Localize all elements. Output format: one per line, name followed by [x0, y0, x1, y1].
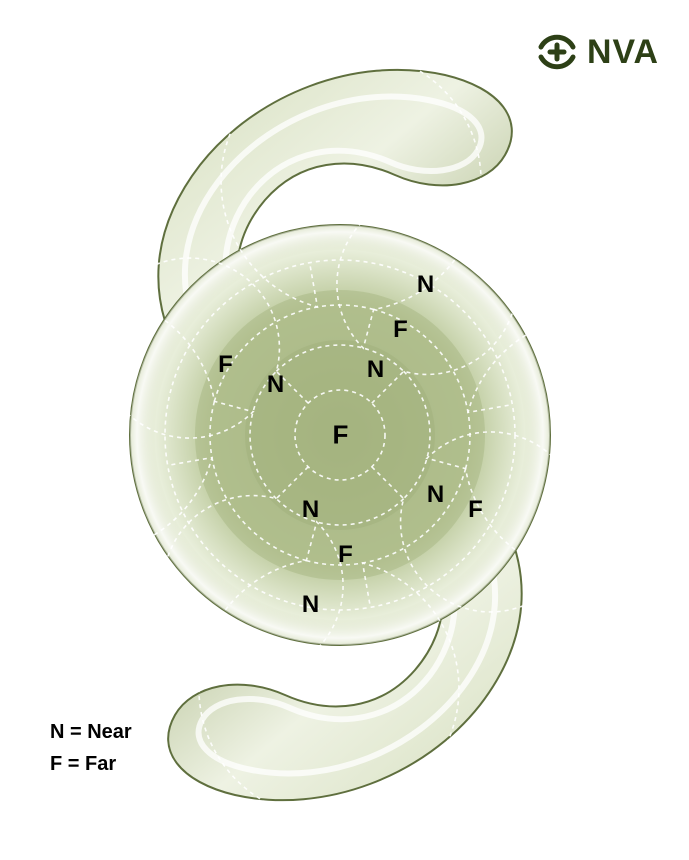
zone-label-n: N [427, 481, 443, 509]
legend: N = Near F = Far [50, 716, 132, 780]
zone-label-n: N [267, 371, 283, 399]
zone-label-f: F [393, 316, 407, 344]
zone-label-f: F [218, 351, 232, 379]
zone-label-n: N [302, 591, 318, 619]
zone-label-n: N [367, 356, 383, 384]
legend-far: F = Far [50, 748, 132, 780]
zone-label-f: F [468, 496, 482, 524]
zone-label-n: N [302, 496, 318, 524]
zone-label-n: N [417, 271, 433, 299]
diagram-stage: NVA [0, 0, 689, 860]
legend-near: N = Near [50, 716, 132, 748]
zone-label-f: F [333, 420, 348, 451]
zone-label-f: F [338, 541, 352, 569]
